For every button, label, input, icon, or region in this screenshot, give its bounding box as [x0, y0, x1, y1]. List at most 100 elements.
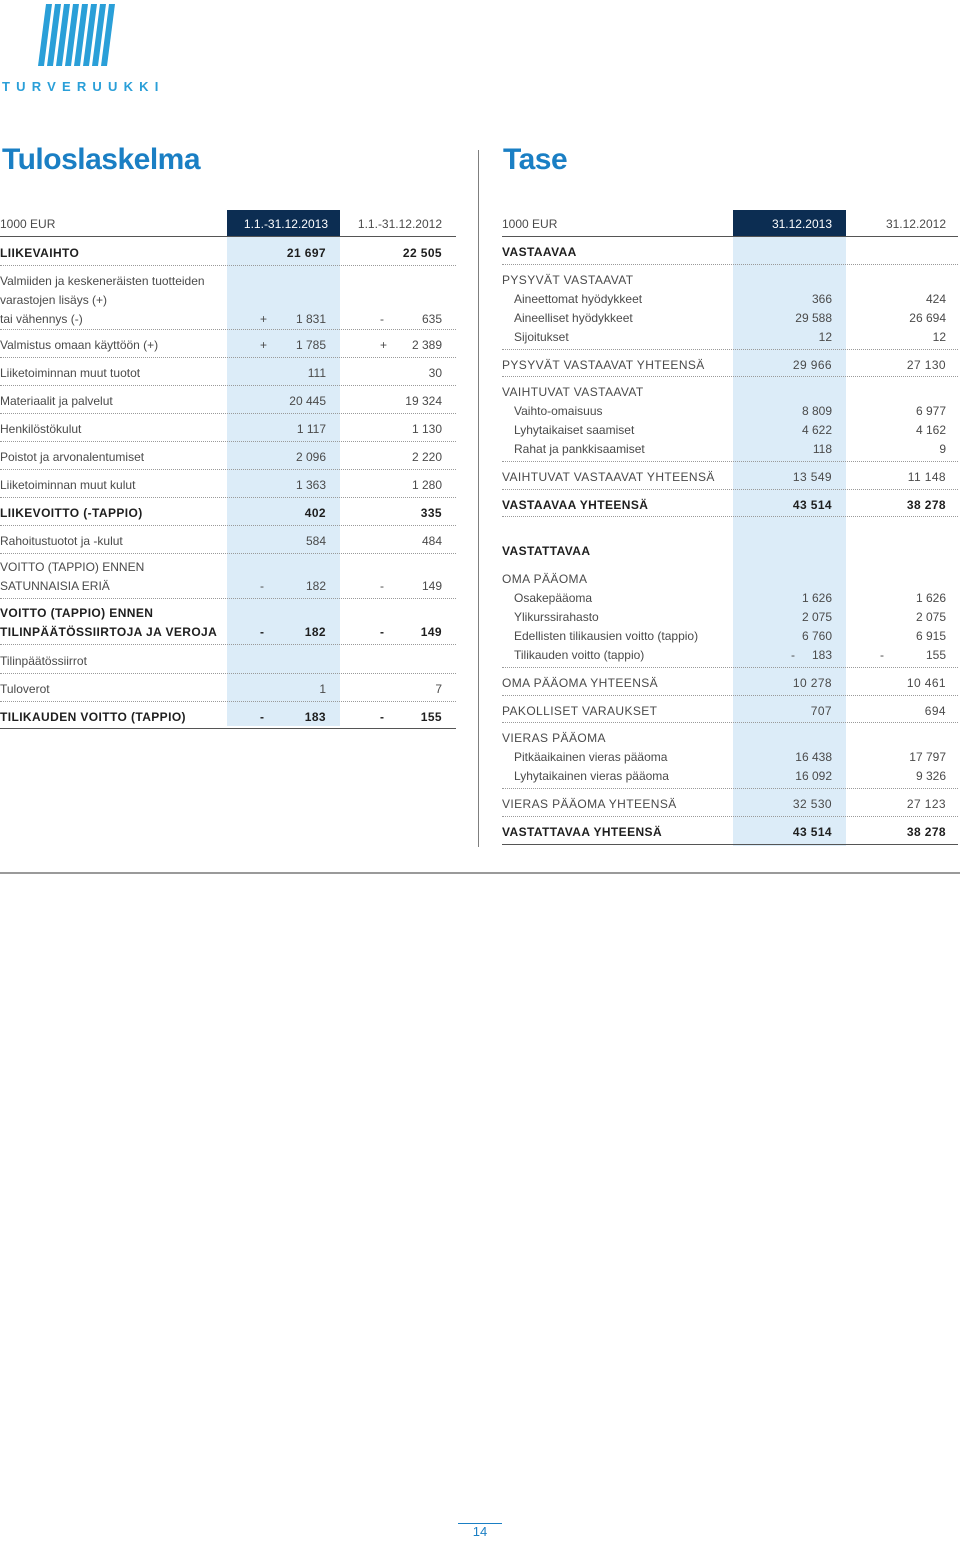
row-separator — [0, 265, 456, 266]
row-label: Liiketoiminnan muut kulut — [0, 478, 136, 492]
row-label: Liiketoiminnan muut tuotot — [0, 366, 141, 380]
value-2012: 694 — [924, 704, 946, 718]
value-2013: 20 445 — [289, 394, 326, 408]
table-row: Ylikurssirahasto 2 075 2 075 — [502, 610, 958, 628]
sign-2013: - — [260, 710, 265, 724]
value-2012: 19 324 — [405, 394, 442, 408]
row-label: Edellisten tilikausien voitto (tappio) — [514, 629, 699, 643]
table-row: Vaihto-omaisuus 8 809 6 977 — [502, 404, 958, 422]
row-separator — [502, 667, 958, 668]
row-separator — [0, 553, 456, 554]
value-2012: 1 280 — [411, 478, 442, 492]
row-separator — [0, 728, 456, 729]
table-row: Henkilöstökulut 1 117 1 130 — [0, 422, 456, 474]
value-2012: 22 505 — [402, 246, 442, 260]
current-year-column-bg — [227, 210, 340, 726]
table-row: VASTATTAVAA — [502, 544, 958, 562]
row-label-line2: TILINPÄÄTÖSSIIRTOJA JA VEROJA — [0, 625, 218, 639]
value-2013: 29 966 — [792, 358, 832, 372]
row-label: VIERAS PÄÄOMA — [502, 731, 606, 745]
value-2013: 10 278 — [792, 676, 832, 690]
value-2013: 4 622 — [801, 423, 832, 437]
value-2012: 26 694 — [909, 311, 946, 325]
balance-sheet-table: 1000 EUR 31.12.2013 31.12.2012 VASTAAVAA… — [502, 210, 958, 850]
sign-2013: - — [791, 648, 795, 662]
sign-2012: - — [380, 312, 384, 326]
table-row: VOITTO (TAPPIO) ENNEN TILINPÄÄTÖSSIIRTOJA… — [0, 606, 456, 658]
value-2013: 16 092 — [795, 769, 832, 783]
row-label: Rahoitustuotot ja -kulut — [0, 534, 123, 548]
table-row: Lyhytaikainen vieras pääoma 16 092 9 326 — [502, 769, 958, 787]
row-label-line3: tai vähennys (-) — [0, 312, 83, 326]
row-separator — [0, 357, 456, 358]
row-separator — [0, 701, 456, 702]
value-2013: 1 363 — [295, 478, 326, 492]
table-row: LIIKEVOITTO (-TAPPIO) 402 335 — [0, 506, 456, 558]
value-2012: 635 — [421, 312, 442, 326]
value-2012: 2 075 — [915, 610, 946, 624]
sign-2013: + — [260, 312, 268, 326]
value-2012: 27 130 — [906, 358, 946, 372]
row-label: VASTATTAVAA — [502, 544, 591, 558]
value-2012: 155 — [420, 710, 442, 724]
table-row: OMA PÄÄOMA YHTEENSÄ 10 278 10 461 — [502, 676, 958, 694]
row-label: Osakepääoma — [514, 591, 593, 605]
table-row: Liiketoiminnan muut tuotot 111 30 — [0, 366, 456, 418]
value-2013: 43 514 — [792, 825, 832, 839]
col-header-2013: 1.1.-31.12.2013 — [243, 217, 328, 231]
row-label: VIERAS PÄÄOMA YHTEENSÄ — [502, 797, 677, 811]
row-label: Aineettomat hyödykkeet — [514, 292, 643, 306]
row-separator — [502, 788, 958, 789]
table-row: Aineelliset hyödykkeet 29 588 26 694 — [502, 311, 958, 329]
row-label: Henkilöstökulut — [0, 422, 82, 436]
table-row: TILIKAUDEN VOITTO (TAPPIO) - 183 - 155 — [0, 710, 456, 762]
table-row: VAIHTUVAT VASTAAVAT — [502, 385, 958, 403]
row-label-line2: SATUNNAISIA ERIÄ — [0, 579, 110, 593]
row-label: Sijoitukset — [514, 330, 569, 344]
table-row: VAIHTUVAT VASTAAVAT YHTEENSÄ 13 549 11 148 — [502, 470, 958, 488]
value-2012: 9 — [939, 442, 946, 456]
current-year-header — [733, 210, 846, 236]
table-row: Liiketoiminnan muut kulut 1 363 1 280 — [0, 478, 456, 530]
table-row: Aineettomat hyödykkeet 366 424 — [502, 292, 958, 310]
value-2013: 12 — [818, 330, 832, 344]
row-label: PAKOLLISET VARAUKSET — [502, 704, 658, 718]
value-2012: 1 626 — [915, 591, 946, 605]
row-separator — [502, 516, 958, 517]
current-year-header — [227, 210, 340, 236]
value-2012: 2 220 — [411, 450, 442, 464]
footer-divider — [0, 872, 960, 874]
table-row: LIIKEVAIHTO 21 697 22 505 — [0, 246, 456, 298]
row-label: Rahat ja pankkisaamiset — [514, 442, 645, 456]
value-2012: 11 148 — [907, 470, 946, 484]
sign-2012: + — [380, 338, 388, 352]
page-number: 14 — [472, 1524, 488, 1539]
col-header-2013: 31.12.2013 — [771, 217, 832, 231]
value-2013: 32 530 — [792, 797, 832, 811]
row-separator — [0, 329, 456, 330]
table-row: VOITTO (TAPPIO) ENNEN SATUNNAISIA ERIÄ - 18… — [0, 560, 456, 612]
table-row: VIERAS PÄÄOMA — [502, 731, 958, 749]
value-2012: 335 — [420, 506, 442, 520]
current-year-column-bg — [733, 210, 846, 846]
value-2012: 2 389 — [411, 338, 442, 352]
value-2012: 38 278 — [906, 498, 946, 512]
table-row: Tilikauden voitto (tappio) - 183 - 155 — [502, 648, 958, 666]
value-2012: 6 977 — [915, 404, 946, 418]
row-label: VOITTO (TAPPIO) ENNEN — [0, 560, 145, 574]
table-row: Tuloverot 1 7 — [0, 682, 456, 734]
table-row: Sijoitukset 12 12 — [502, 330, 958, 348]
column-divider — [478, 150, 479, 847]
value-2012: 17 797 — [909, 750, 946, 764]
value-2013: 1 117 — [296, 422, 326, 436]
sign-2012: - — [380, 579, 384, 593]
row-label: OMA PÄÄOMA YHTEENSÄ — [502, 676, 659, 690]
value-2012: 149 — [420, 625, 442, 639]
row-label: VAIHTUVAT VASTAAVAT — [502, 385, 644, 399]
unit-label: 1000 EUR — [0, 217, 56, 231]
value-2013: 8 809 — [801, 404, 832, 418]
table-row: Edellisten tilikausien voitto (tappio) 6 … — [502, 629, 958, 647]
row-separator — [0, 644, 456, 645]
value-2012: 38 278 — [906, 825, 946, 839]
row-separator — [0, 385, 456, 386]
